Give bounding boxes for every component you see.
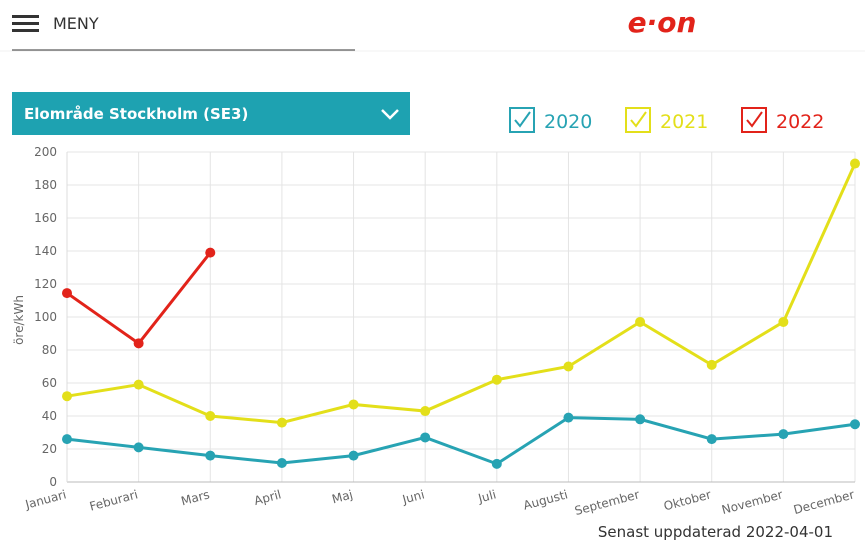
x-tick-label: Feburari: [88, 487, 139, 513]
menu-icon-bar: [12, 15, 39, 18]
data-point: [133, 442, 144, 453]
legend-check: [746, 111, 763, 128]
data-point: [62, 391, 72, 402]
menu-button[interactable]: MENY: [12, 14, 99, 33]
data-point: [491, 458, 502, 469]
data-point: [706, 359, 717, 370]
data-point: [420, 406, 431, 417]
data-point: [850, 158, 860, 169]
y-axis-label: öre/kWh: [12, 295, 26, 345]
x-tick-label: Juli: [476, 487, 498, 505]
data-point: [563, 412, 574, 423]
x-tick-label: Oktober: [662, 487, 712, 513]
data-point: [62, 434, 72, 445]
menu-icon-bar: [12, 22, 39, 25]
y-tick-label: 140: [34, 244, 57, 258]
legend-item[interactable]: 2021: [625, 107, 708, 133]
y-tick-label: 80: [42, 343, 57, 357]
data-point: [62, 288, 72, 299]
menu-label: MENY: [53, 14, 99, 33]
y-tick-label: 20: [42, 442, 57, 456]
legend-label: 2022: [776, 111, 824, 133]
legend-item[interactable]: 2020: [509, 107, 592, 133]
series-line: [66, 416, 856, 466]
data-point: [563, 361, 574, 372]
y-tick-label: 100: [34, 310, 57, 324]
legend-checkbox: [625, 107, 651, 133]
y-tick-label: 120: [34, 277, 57, 291]
series-line: [66, 162, 857, 425]
data-point: [133, 338, 144, 349]
x-tick-label: Januari: [23, 487, 68, 512]
dropdown-label: Elområde Stockholm (SE3): [24, 105, 248, 123]
logo[interactable]: e·on: [628, 6, 697, 39]
region-dropdown[interactable]: Elområde Stockholm (SE3): [12, 92, 410, 135]
data-point: [205, 450, 216, 461]
legend-label: 2021: [660, 111, 708, 133]
data-point: [706, 434, 717, 445]
dropdown-chevron: [381, 109, 399, 120]
data-point: [205, 411, 216, 421]
legend-check: [630, 111, 647, 128]
x-tick-label: Juni: [400, 487, 426, 507]
header: [0, 0, 865, 50]
x-tick-label: Mars: [180, 487, 212, 508]
data-point: [348, 450, 359, 461]
x-tick-label: November: [720, 487, 784, 517]
x-tick-label: Augusti: [522, 487, 569, 512]
legend-label: 2020: [544, 111, 592, 133]
data-point: [635, 414, 646, 425]
data-point: [635, 316, 646, 327]
data-point: [133, 379, 144, 390]
legend-check: [514, 111, 531, 128]
legend-item[interactable]: 2022: [741, 107, 824, 133]
legend-checkbox: [741, 107, 767, 133]
x-tick-label: September: [573, 487, 641, 518]
y-tick-label: 160: [34, 211, 57, 225]
x-tick-label: December: [792, 487, 856, 517]
y-tick-label: 40: [42, 409, 57, 423]
data-point: [276, 417, 287, 428]
x-tick-label: Maj: [330, 487, 354, 506]
y-tick-label: 60: [42, 376, 57, 390]
legend-checkbox: [509, 107, 535, 133]
data-point: [778, 429, 789, 440]
dropdown-box: [12, 92, 410, 135]
data-point: [850, 419, 860, 430]
data-point: [348, 399, 359, 410]
data-point: [778, 316, 789, 327]
y-tick-label: 0: [49, 475, 57, 489]
x-tick-label: April: [253, 487, 283, 508]
y-tick-label: 180: [34, 178, 57, 192]
data-point: [276, 458, 287, 469]
updated-note: Senast uppdaterad 2022-04-01: [598, 523, 833, 540]
data-point: [491, 374, 502, 385]
data-point: [420, 432, 431, 443]
y-tick-label: 200: [34, 145, 57, 159]
data-point: [205, 247, 216, 258]
menu-icon-bar: [12, 29, 39, 32]
